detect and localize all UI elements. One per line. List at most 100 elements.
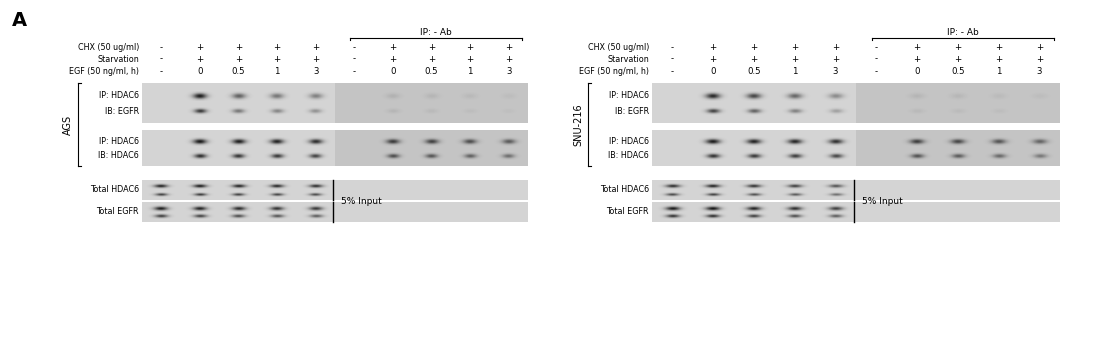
Bar xyxy=(335,202,528,222)
Text: EGF (50 ng/ml, h): EGF (50 ng/ml, h) xyxy=(579,68,649,76)
Text: 0: 0 xyxy=(390,68,395,76)
Bar xyxy=(856,180,1060,200)
Text: +: + xyxy=(235,55,242,63)
Text: 0.5: 0.5 xyxy=(425,68,438,76)
Text: +: + xyxy=(996,55,1002,63)
Text: +: + xyxy=(273,44,281,53)
Text: +: + xyxy=(196,44,203,53)
Text: 0: 0 xyxy=(710,68,716,76)
Bar xyxy=(856,83,1060,123)
Text: -: - xyxy=(875,55,878,63)
Text: 3: 3 xyxy=(313,68,319,76)
Text: IP: - Ab: IP: - Ab xyxy=(947,28,979,37)
Text: -: - xyxy=(670,44,674,53)
Text: Total EGFR: Total EGFR xyxy=(606,208,649,217)
Text: IP: HDAC6: IP: HDAC6 xyxy=(609,137,649,146)
Text: +: + xyxy=(832,55,839,63)
Text: +: + xyxy=(505,44,513,53)
Bar xyxy=(335,180,528,200)
Text: +: + xyxy=(1036,55,1043,63)
Text: 1: 1 xyxy=(996,68,1001,76)
Text: +: + xyxy=(996,44,1002,53)
Text: -: - xyxy=(353,55,356,63)
Text: IP: HDAC6: IP: HDAC6 xyxy=(99,91,139,100)
Bar xyxy=(142,130,335,166)
Text: Total HDAC6: Total HDAC6 xyxy=(599,186,649,194)
Text: 3: 3 xyxy=(1037,68,1042,76)
Text: +: + xyxy=(390,44,396,53)
Text: +: + xyxy=(709,44,717,53)
Text: +: + xyxy=(427,44,435,53)
Text: +: + xyxy=(312,55,320,63)
Bar xyxy=(652,180,856,200)
Text: Starvation: Starvation xyxy=(607,55,649,63)
Text: 1: 1 xyxy=(793,68,798,76)
Text: +: + xyxy=(914,44,921,53)
Bar xyxy=(652,130,856,166)
Text: -: - xyxy=(160,68,163,76)
Text: Total EGFR: Total EGFR xyxy=(97,208,139,217)
Text: A: A xyxy=(12,11,27,30)
Text: +: + xyxy=(791,44,798,53)
Text: -: - xyxy=(875,44,878,53)
Text: CHX (50 ug/ml): CHX (50 ug/ml) xyxy=(587,44,649,53)
Bar xyxy=(142,180,335,200)
Bar xyxy=(335,130,528,166)
Text: +: + xyxy=(832,44,839,53)
Text: +: + xyxy=(791,55,798,63)
Text: -: - xyxy=(670,55,674,63)
Bar xyxy=(652,83,856,123)
Text: 0.5: 0.5 xyxy=(232,68,245,76)
Text: 1: 1 xyxy=(467,68,473,76)
Text: +: + xyxy=(312,44,320,53)
Bar xyxy=(652,202,856,222)
Text: -: - xyxy=(353,68,356,76)
Text: +: + xyxy=(466,44,474,53)
Text: AGS: AGS xyxy=(63,115,73,135)
Text: +: + xyxy=(914,55,921,63)
Text: 3: 3 xyxy=(506,68,512,76)
Text: Starvation: Starvation xyxy=(98,55,139,63)
Text: +: + xyxy=(466,55,474,63)
Text: +: + xyxy=(750,44,758,53)
Text: IP: - Ab: IP: - Ab xyxy=(421,28,452,37)
Text: IB: EGFR: IB: EGFR xyxy=(104,107,139,116)
Text: +: + xyxy=(955,55,961,63)
Bar xyxy=(142,202,335,222)
Text: +: + xyxy=(709,55,717,63)
Text: +: + xyxy=(235,44,242,53)
Text: +: + xyxy=(427,55,435,63)
Text: IP: HDAC6: IP: HDAC6 xyxy=(609,91,649,100)
Text: EGF (50 ng/ml, h): EGF (50 ng/ml, h) xyxy=(69,68,139,76)
Text: CHX (50 ug/ml): CHX (50 ug/ml) xyxy=(78,44,139,53)
Text: +: + xyxy=(273,55,281,63)
Bar xyxy=(856,130,1060,166)
Bar xyxy=(856,202,1060,222)
Text: -: - xyxy=(670,68,674,76)
Text: 0: 0 xyxy=(198,68,203,76)
Bar xyxy=(335,83,528,123)
Text: 5% Input: 5% Input xyxy=(862,196,902,206)
Bar xyxy=(142,83,335,123)
Text: 5% Input: 5% Input xyxy=(341,196,382,206)
Text: +: + xyxy=(390,55,396,63)
Text: IB: HDAC6: IB: HDAC6 xyxy=(99,151,139,160)
Text: SNU-216: SNU-216 xyxy=(573,103,583,146)
Text: +: + xyxy=(1036,44,1043,53)
Text: 0.5: 0.5 xyxy=(747,68,760,76)
Text: +: + xyxy=(505,55,513,63)
Text: 0: 0 xyxy=(915,68,920,76)
Text: Total HDAC6: Total HDAC6 xyxy=(90,186,139,194)
Text: IP: HDAC6: IP: HDAC6 xyxy=(99,137,139,146)
Text: -: - xyxy=(875,68,878,76)
Text: +: + xyxy=(196,55,203,63)
Text: -: - xyxy=(353,44,356,53)
Text: 0.5: 0.5 xyxy=(951,68,965,76)
Text: IB: HDAC6: IB: HDAC6 xyxy=(608,151,649,160)
Text: -: - xyxy=(160,55,163,63)
Text: IB: EGFR: IB: EGFR xyxy=(615,107,649,116)
Text: -: - xyxy=(160,44,163,53)
Text: +: + xyxy=(750,55,758,63)
Text: 3: 3 xyxy=(832,68,838,76)
Text: +: + xyxy=(955,44,961,53)
